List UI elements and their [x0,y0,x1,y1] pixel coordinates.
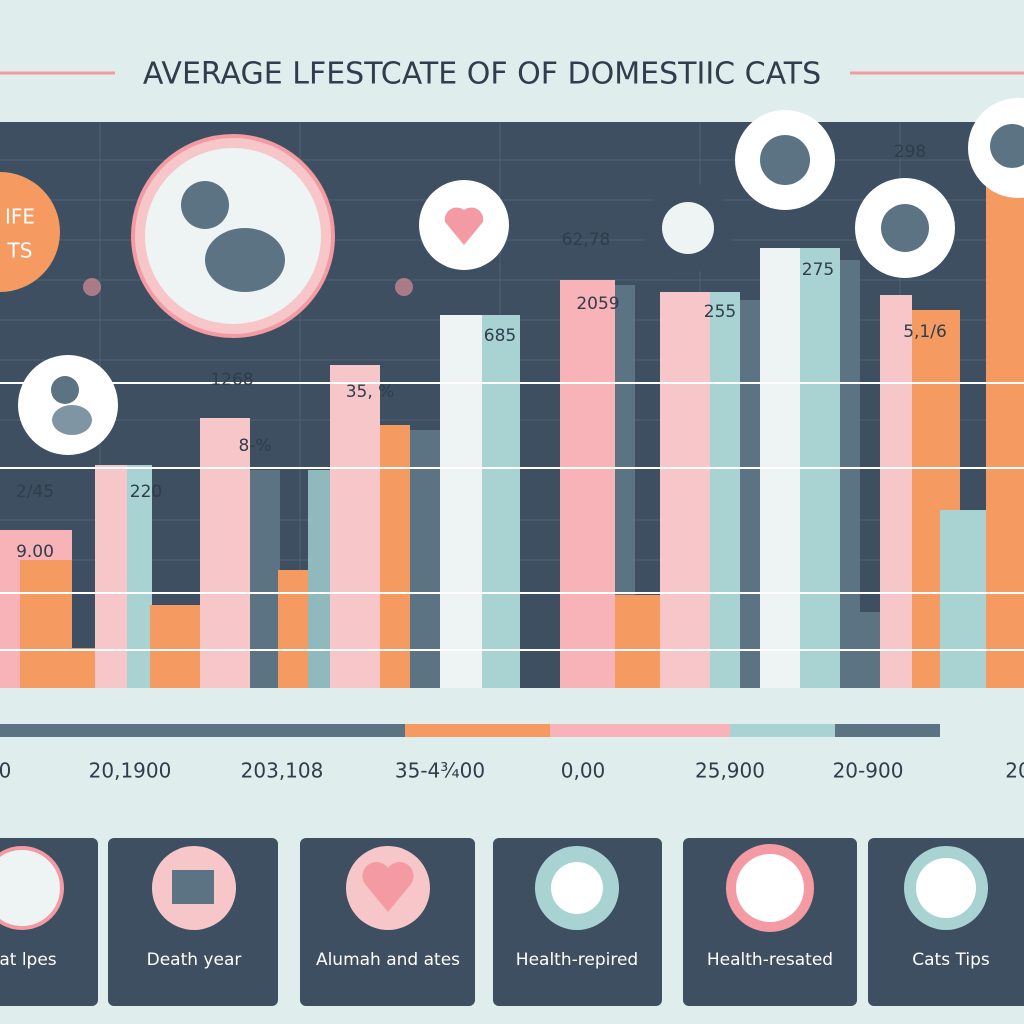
icons [18,98,1024,455]
axis-label: 35-4¾00 [395,759,485,783]
axis-label: 25,900 [695,759,765,783]
card-label: Cats Tips [912,950,990,970]
axis-label: 20 [1005,759,1024,783]
cards: at lpes Death year Alumah and ates Healt… [0,838,1024,1006]
badge: IFE TS [0,172,60,292]
bar-label: 685 [484,326,516,346]
bar-label: 298 [894,142,926,162]
title: AVERAGE LFESTCATE OF OF DOMESTIIC CATS [143,57,821,92]
card-label: Death year [147,950,242,970]
bar-label: 2/45 [16,482,54,502]
axis-label: 20,1900 [89,759,172,783]
bar-label: 1268 [210,370,253,390]
card-label: Health-resated [707,950,833,970]
bar-label: 2059 [576,294,619,314]
badge-text: TS [7,239,33,263]
bar-label: 62,78 [562,230,611,250]
bar-label: 5,1/6 [903,322,947,342]
axis-label: 0 [0,759,11,783]
bar-label: 220 [130,482,162,502]
axis-label: 0,00 [561,759,606,783]
bar-label: 8-% [238,436,271,456]
card-label: at lpes [0,950,57,970]
bar-label: 255 [704,302,736,322]
bar-label: 275 [802,260,834,280]
bar-label: 9.00 [16,542,54,562]
bar-label: 35, % [346,382,395,402]
card-label: Health-repired [516,950,638,970]
guide-lines [0,382,1024,651]
badge-text: IFE [5,205,35,229]
progress-strip [0,724,940,737]
axis-label: 203,108 [241,759,324,783]
card-label: Alumah and ates [316,950,460,970]
axis-label: 20-900 [833,759,904,783]
